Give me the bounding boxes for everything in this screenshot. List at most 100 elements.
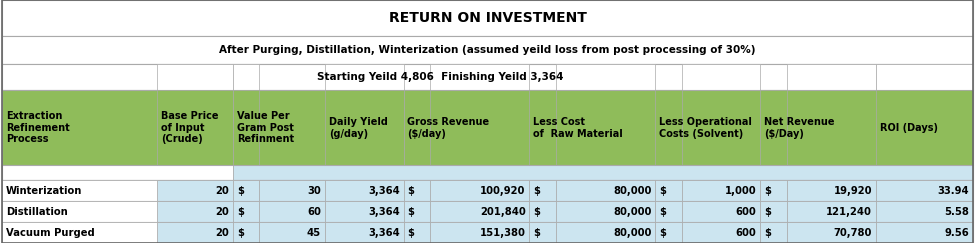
Text: $: $: [533, 227, 540, 237]
Text: 600: 600: [736, 227, 757, 237]
Bar: [404, 201, 430, 222]
Bar: [760, 222, 787, 243]
Bar: [2, 64, 973, 90]
Bar: [556, 64, 655, 90]
Bar: [2, 201, 157, 222]
Bar: [404, 90, 430, 165]
Text: Less Operational
Costs (Solvent): Less Operational Costs (Solvent): [659, 117, 753, 139]
Text: 70,780: 70,780: [834, 227, 872, 237]
Bar: [2, 165, 973, 180]
Text: 33.94: 33.94: [938, 186, 969, 196]
Text: 600: 600: [736, 207, 757, 217]
Bar: [2, 165, 233, 180]
Bar: [157, 64, 233, 90]
Bar: [2, 180, 157, 201]
Text: 3,364: 3,364: [368, 186, 400, 196]
Text: $: $: [659, 227, 666, 237]
Bar: [876, 90, 973, 165]
Text: 1,000: 1,000: [725, 186, 757, 196]
Bar: [2, 90, 973, 165]
Bar: [2, 36, 973, 64]
Bar: [876, 201, 973, 222]
Bar: [787, 222, 876, 243]
Bar: [259, 180, 325, 201]
Bar: [2, 201, 973, 222]
Bar: [430, 64, 529, 90]
Bar: [556, 180, 655, 201]
Bar: [529, 90, 556, 165]
Text: Net Revenue
($/Day): Net Revenue ($/Day): [764, 117, 835, 139]
Text: After Purging, Distillation, Winterization (assumed yeild loss from post process: After Purging, Distillation, Winterizati…: [219, 45, 756, 55]
Text: $: $: [659, 186, 666, 196]
Text: 60: 60: [307, 207, 321, 217]
Bar: [556, 201, 655, 222]
Text: $: $: [408, 186, 414, 196]
Bar: [655, 222, 682, 243]
Bar: [233, 64, 259, 90]
Bar: [325, 180, 404, 201]
Bar: [529, 222, 556, 243]
Bar: [682, 222, 760, 243]
Bar: [259, 222, 325, 243]
Bar: [682, 180, 760, 201]
Bar: [787, 201, 876, 222]
Text: 151,380: 151,380: [480, 227, 526, 237]
Text: 3,364: 3,364: [368, 227, 400, 237]
Text: Value Per
Gram Post
Refinment: Value Per Gram Post Refinment: [237, 111, 293, 144]
Bar: [325, 201, 404, 222]
Bar: [760, 201, 787, 222]
Bar: [682, 201, 760, 222]
Bar: [157, 90, 233, 165]
Bar: [325, 90, 404, 165]
Text: $: $: [237, 186, 244, 196]
Text: 19,920: 19,920: [834, 186, 872, 196]
Bar: [430, 201, 529, 222]
Text: Vacuum Purged: Vacuum Purged: [6, 227, 95, 237]
Bar: [2, 0, 973, 36]
Text: Distillation: Distillation: [6, 207, 67, 217]
Bar: [529, 201, 556, 222]
Text: $: $: [533, 207, 540, 217]
Bar: [787, 64, 876, 90]
Bar: [325, 222, 404, 243]
Bar: [529, 180, 556, 201]
Text: Extraction
Refinement
Process: Extraction Refinement Process: [6, 111, 69, 144]
Text: $: $: [237, 227, 244, 237]
Bar: [760, 90, 787, 165]
Bar: [233, 90, 259, 165]
Text: 9.56: 9.56: [945, 227, 969, 237]
Text: $: $: [764, 186, 771, 196]
Bar: [430, 222, 529, 243]
Bar: [157, 201, 233, 222]
Text: $: $: [764, 227, 771, 237]
Bar: [655, 90, 682, 165]
Text: 3,364: 3,364: [368, 207, 400, 217]
Bar: [876, 64, 973, 90]
Text: $: $: [659, 207, 666, 217]
Bar: [430, 180, 529, 201]
Text: ROI (Days): ROI (Days): [879, 123, 938, 133]
Bar: [787, 180, 876, 201]
Text: 45: 45: [307, 227, 321, 237]
Bar: [682, 64, 760, 90]
Bar: [556, 222, 655, 243]
Bar: [233, 180, 259, 201]
Bar: [655, 201, 682, 222]
Text: $: $: [237, 207, 244, 217]
Text: 201,840: 201,840: [480, 207, 526, 217]
Bar: [2, 222, 157, 243]
Bar: [233, 165, 973, 180]
Text: 5.58: 5.58: [944, 207, 969, 217]
Bar: [404, 222, 430, 243]
Text: 100,920: 100,920: [481, 186, 526, 196]
Text: 30: 30: [307, 186, 321, 196]
Text: 80,000: 80,000: [613, 207, 651, 217]
Bar: [157, 180, 233, 201]
Bar: [325, 64, 404, 90]
Text: Daily Yield
(g/day): Daily Yield (g/day): [329, 117, 387, 139]
Text: Winterization: Winterization: [6, 186, 82, 196]
Text: $: $: [408, 207, 414, 217]
Bar: [876, 180, 973, 201]
Text: Gross Revenue
($/day): Gross Revenue ($/day): [408, 117, 489, 139]
Bar: [404, 180, 430, 201]
